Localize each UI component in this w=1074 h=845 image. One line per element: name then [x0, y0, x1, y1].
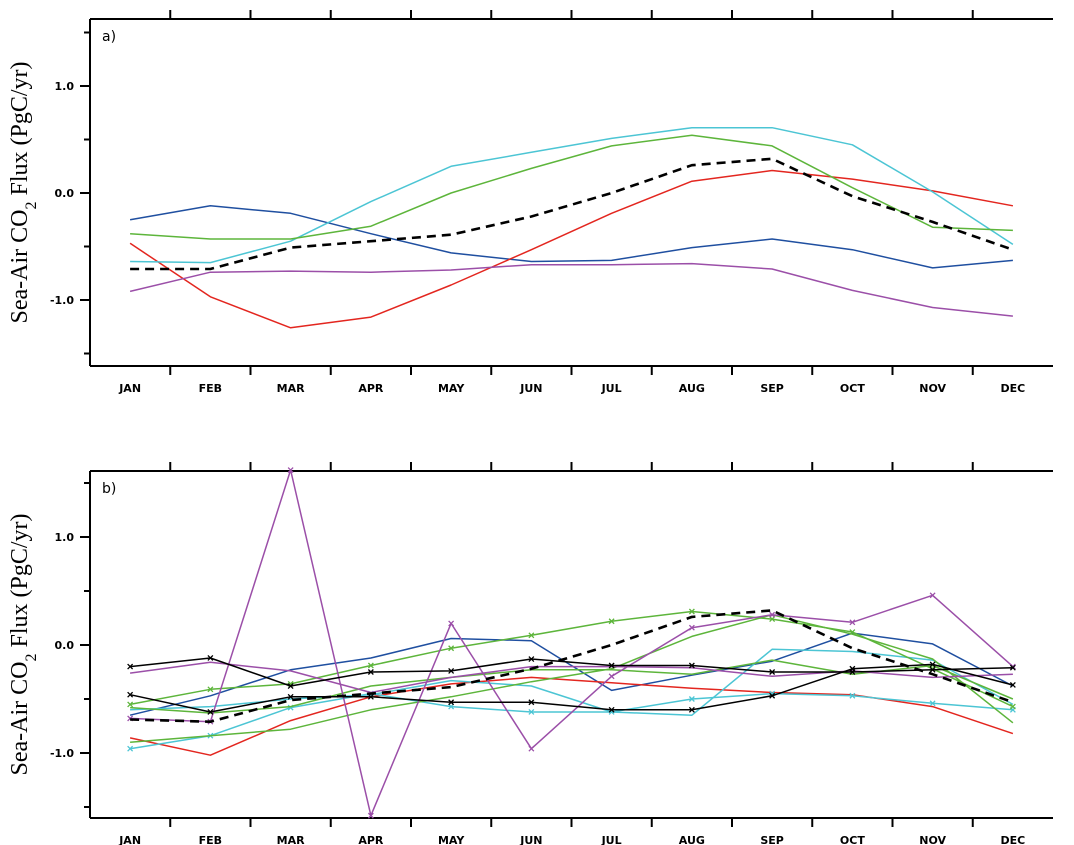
series-line-11	[129, 663, 1014, 713]
x-tick-label: JAN	[118, 382, 141, 395]
data-point-marker	[929, 661, 936, 668]
data-point-marker	[528, 709, 535, 715]
data-point-marker	[849, 619, 856, 626]
x-tick-label: MAY	[438, 834, 465, 845]
x-tick-label: FEB	[199, 382, 222, 395]
x-tick-label: APR	[358, 382, 384, 395]
data-point-marker	[448, 645, 455, 652]
x-tick-label: JAN	[118, 834, 141, 845]
y-axis-label: Sea-Air CO2 Flux (PgC/yr)	[7, 514, 40, 776]
data-point-marker	[929, 700, 936, 707]
data-point-marker	[287, 467, 294, 473]
y-tick-label: 1.0	[55, 531, 75, 544]
data-point-marker	[849, 692, 856, 699]
x-tick-label: MAR	[277, 834, 305, 845]
data-point-marker	[448, 699, 455, 706]
data-point-marker	[367, 812, 374, 819]
series-line-5	[129, 262, 1013, 317]
data-point-marker	[127, 691, 134, 698]
x-tick-label: MAR	[277, 382, 305, 395]
data-point-marker	[287, 683, 294, 689]
data-point-marker	[688, 706, 695, 713]
series-line-7	[130, 659, 1014, 714]
data-point-marker	[849, 665, 856, 672]
x-tick-label: DEC	[1001, 382, 1026, 395]
data-point-marker	[127, 745, 134, 752]
y-axis-label: Sea-Air CO2 Flux (PgC/yr)	[7, 62, 40, 324]
series-line-12	[130, 609, 1014, 724]
x-tick-label: APR	[358, 834, 384, 845]
x-tick-label: JUL	[601, 382, 622, 395]
x-tick-label: NOV	[919, 382, 946, 395]
data-point-marker	[207, 709, 214, 715]
data-point-marker	[287, 693, 294, 700]
series-line-2	[129, 169, 1014, 329]
data-point-marker	[769, 616, 776, 623]
x-tick-label: FEB	[199, 834, 222, 845]
data-point-marker	[127, 701, 134, 708]
data-point-marker	[608, 673, 615, 680]
chart-panel-2: 1.0 0.0 -1.0 JAN FEB MAR APR MAY JUN JUL AUG SEP OCT…	[7, 462, 1053, 845]
data-point-marker	[929, 592, 936, 599]
data-point-marker	[688, 624, 695, 631]
series-line-6	[130, 614, 1014, 743]
chart-panel-1: 1.0 0.0 -1.0 JAN FEB MAR APR MAY JUN JUL AUG SEP OCT…	[7, 10, 1053, 395]
data-point-marker	[367, 662, 374, 669]
data-point-marker	[769, 611, 776, 618]
data-point-marker	[448, 703, 455, 710]
series-line-1	[129, 205, 1013, 269]
data-point-marker	[1009, 664, 1016, 671]
data-point-marker	[448, 620, 455, 627]
x-tick-label: NOV	[919, 834, 946, 845]
data-point-marker	[769, 692, 776, 699]
data-point-marker	[528, 656, 535, 662]
series-line-8	[130, 469, 1014, 817]
y-tick-label: -1.0	[50, 294, 74, 307]
y-tick-label: 1.0	[55, 80, 75, 93]
data-point-marker	[528, 632, 535, 639]
data-point-marker	[367, 669, 374, 675]
data-point-marker	[207, 655, 214, 661]
series-line-10	[130, 657, 1013, 687]
data-point-marker	[688, 662, 695, 669]
x-tick-label: OCT	[840, 834, 865, 845]
data-point-marker	[608, 662, 615, 669]
data-point-marker	[127, 663, 134, 670]
data-point-marker	[207, 686, 214, 693]
series-line-1	[129, 632, 1014, 716]
x-tick-label: DEC	[1001, 834, 1026, 845]
data-point-marker	[528, 745, 535, 752]
series-line-6	[130, 157, 1014, 271]
y-tick-label: -1.0	[50, 747, 74, 760]
data-point-marker	[769, 669, 776, 675]
data-point-marker	[528, 699, 535, 706]
y-tick-label: 0.0	[55, 187, 75, 200]
x-tick-label: MAY	[438, 382, 465, 395]
series-line-2	[129, 676, 1014, 756]
series-line-5	[129, 610, 1014, 708]
data-point-marker	[929, 666, 936, 673]
x-tick-label: JUN	[519, 834, 542, 845]
x-tick-label: SEP	[760, 382, 784, 395]
x-tick-label: AUG	[679, 382, 705, 395]
data-point-marker	[367, 693, 374, 700]
panel-label: b)	[102, 481, 116, 497]
data-point-marker	[1009, 682, 1016, 688]
data-point-marker	[608, 706, 615, 713]
y-tick-label: 0.0	[55, 639, 75, 652]
series-line-3	[130, 126, 1014, 264]
data-point-marker	[1009, 703, 1016, 710]
series-line-4	[130, 134, 1013, 240]
x-tick-label: AUG	[679, 834, 705, 845]
data-point-marker	[448, 667, 455, 674]
x-tick-label: SEP	[760, 834, 784, 845]
x-tick-label: JUL	[601, 834, 622, 845]
x-tick-label: OCT	[840, 382, 865, 395]
data-point-marker	[608, 618, 615, 625]
data-point-marker	[688, 696, 695, 702]
data-point-marker	[688, 608, 695, 615]
x-tick-label: JUN	[519, 382, 542, 395]
panel-label: a)	[102, 29, 116, 45]
